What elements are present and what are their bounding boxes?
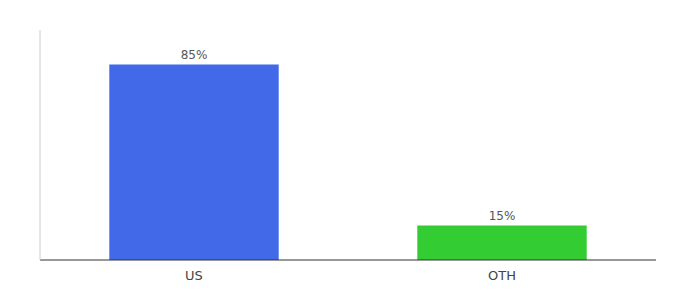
x-tick-label: OTH [488, 268, 516, 283]
bar [417, 226, 586, 261]
x-tick-label: US [185, 268, 203, 283]
chart-container: US OTH 85% 15% [0, 0, 680, 300]
x-axis-line [40, 260, 656, 261]
chart: US OTH 85% 15% [0, 0, 680, 300]
bars [109, 65, 586, 261]
data-label: 15% [489, 209, 516, 223]
data-label: 85% [181, 48, 208, 62]
y-axis-line [40, 30, 41, 260]
bar [109, 65, 278, 261]
data-labels: 85% 15% [181, 48, 516, 223]
